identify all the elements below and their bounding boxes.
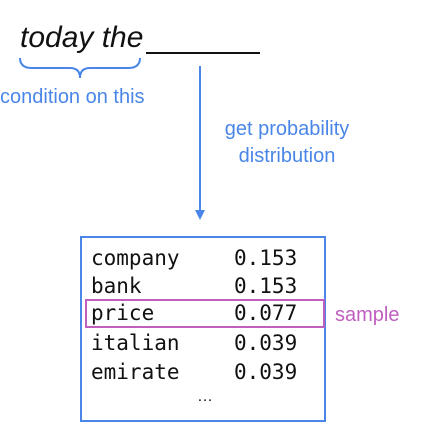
blank-line [146,52,260,54]
prompt-text: today the [20,21,144,54]
down-arrow [195,66,205,220]
probability: 0.039 [234,360,298,384]
word: company [91,246,180,270]
word: price [91,301,155,325]
distribution-row: company 0.153 [91,244,317,273]
distribution-row: italian 0.039 [91,329,317,358]
sample-label: sample [335,304,400,326]
distribution-box: company 0.153 bank 0.153 price 0.077 ita… [80,236,326,422]
condition-label: condition on this [0,86,145,108]
word: italian [91,331,180,355]
distribution-row: bank 0.153 [91,272,317,301]
probability-label: get probability distribution [224,118,350,167]
more-ellipsis: … [197,388,213,405]
probability: 0.153 [234,274,298,298]
sampled-row: price 0.077 [85,299,325,328]
word: bank [91,274,142,298]
distribution-row: emirate 0.039 [91,358,317,387]
condition-brace [19,57,141,79]
word: emirate [91,360,180,384]
probability: 0.077 [234,301,298,325]
probability: 0.039 [234,331,298,355]
probability: 0.153 [234,246,298,270]
